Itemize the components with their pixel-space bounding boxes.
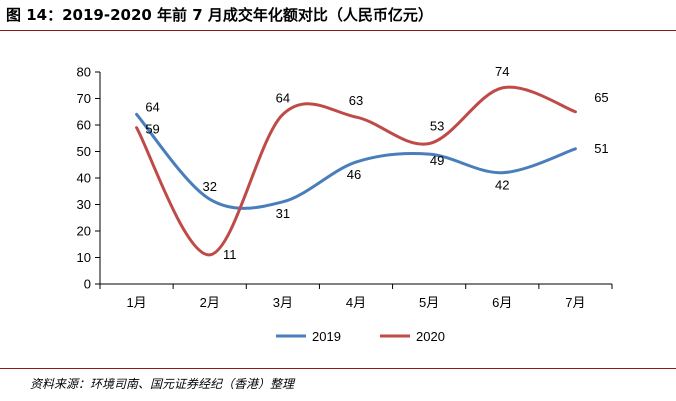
- data-label-2019: 64: [145, 99, 159, 114]
- data-label-2020: 11: [223, 247, 237, 262]
- chart-title: 图 14：2019-2020 年前 7 月成交年化额对比（人民币亿元）: [6, 6, 433, 24]
- data-label-2020: 63: [349, 93, 363, 108]
- chart-axes: 0 10 20 30 40 50 60 70 80 1月 2月 3月 4月 5月 6月 7月: [77, 65, 613, 310]
- data-label-2020: 65: [594, 90, 608, 105]
- data-label-2020: 74: [495, 64, 509, 79]
- legend-label-2019: 2019: [312, 329, 341, 344]
- series-line-2020: [135, 85, 577, 257]
- x-tick-label: 1月: [126, 295, 146, 310]
- y-tick-label: 30: [77, 197, 91, 212]
- y-tick-label: 40: [77, 171, 91, 186]
- line-chart: 0 10 20 30 40 50 60 70 80 1月 2月 3月 4月 5月 6月 7月 64 32 31 46…: [77, 64, 613, 344]
- chart-data-labels: 64 32 31 46 49 42 51 59 11 64 63 53 74 65: [145, 64, 608, 262]
- data-label-2019: 49: [430, 153, 444, 168]
- y-tick-label: 10: [77, 250, 91, 265]
- title-divider: [0, 30, 676, 31]
- legend-label-2020: 2020: [416, 329, 445, 344]
- x-tick-label: 6月: [492, 295, 512, 310]
- y-tick-label: 60: [77, 118, 91, 133]
- chart-series-lines: [135, 85, 577, 257]
- data-label-2019: 46: [347, 167, 361, 182]
- y-tick-label: 50: [77, 144, 91, 159]
- data-label-2020: 53: [430, 119, 444, 134]
- x-tick-label: 2月: [200, 295, 220, 310]
- data-label-2020: 64: [276, 90, 290, 105]
- data-label-2020: 59: [145, 122, 159, 137]
- x-tick-label: 5月: [419, 295, 439, 310]
- y-tick-label: 20: [77, 224, 91, 239]
- chart-legend: 2019 2020: [276, 329, 445, 344]
- y-tick-label: 0: [84, 277, 91, 292]
- y-tick-label: 70: [77, 91, 91, 106]
- x-tick-label: 3月: [273, 295, 293, 310]
- series-line-2019: [135, 112, 577, 210]
- y-tick-label: 80: [77, 65, 91, 80]
- source-note: 资料来源：环境司南、国元证券经纪（香港）整理: [30, 377, 295, 391]
- x-tick-label: 7月: [565, 295, 585, 310]
- data-label-2019: 32: [202, 179, 216, 194]
- x-tick-label: 4月: [346, 295, 366, 310]
- data-label-2019: 51: [594, 141, 608, 156]
- source-divider: [0, 368, 676, 369]
- data-label-2019: 42: [495, 178, 509, 193]
- data-label-2019: 31: [276, 206, 290, 221]
